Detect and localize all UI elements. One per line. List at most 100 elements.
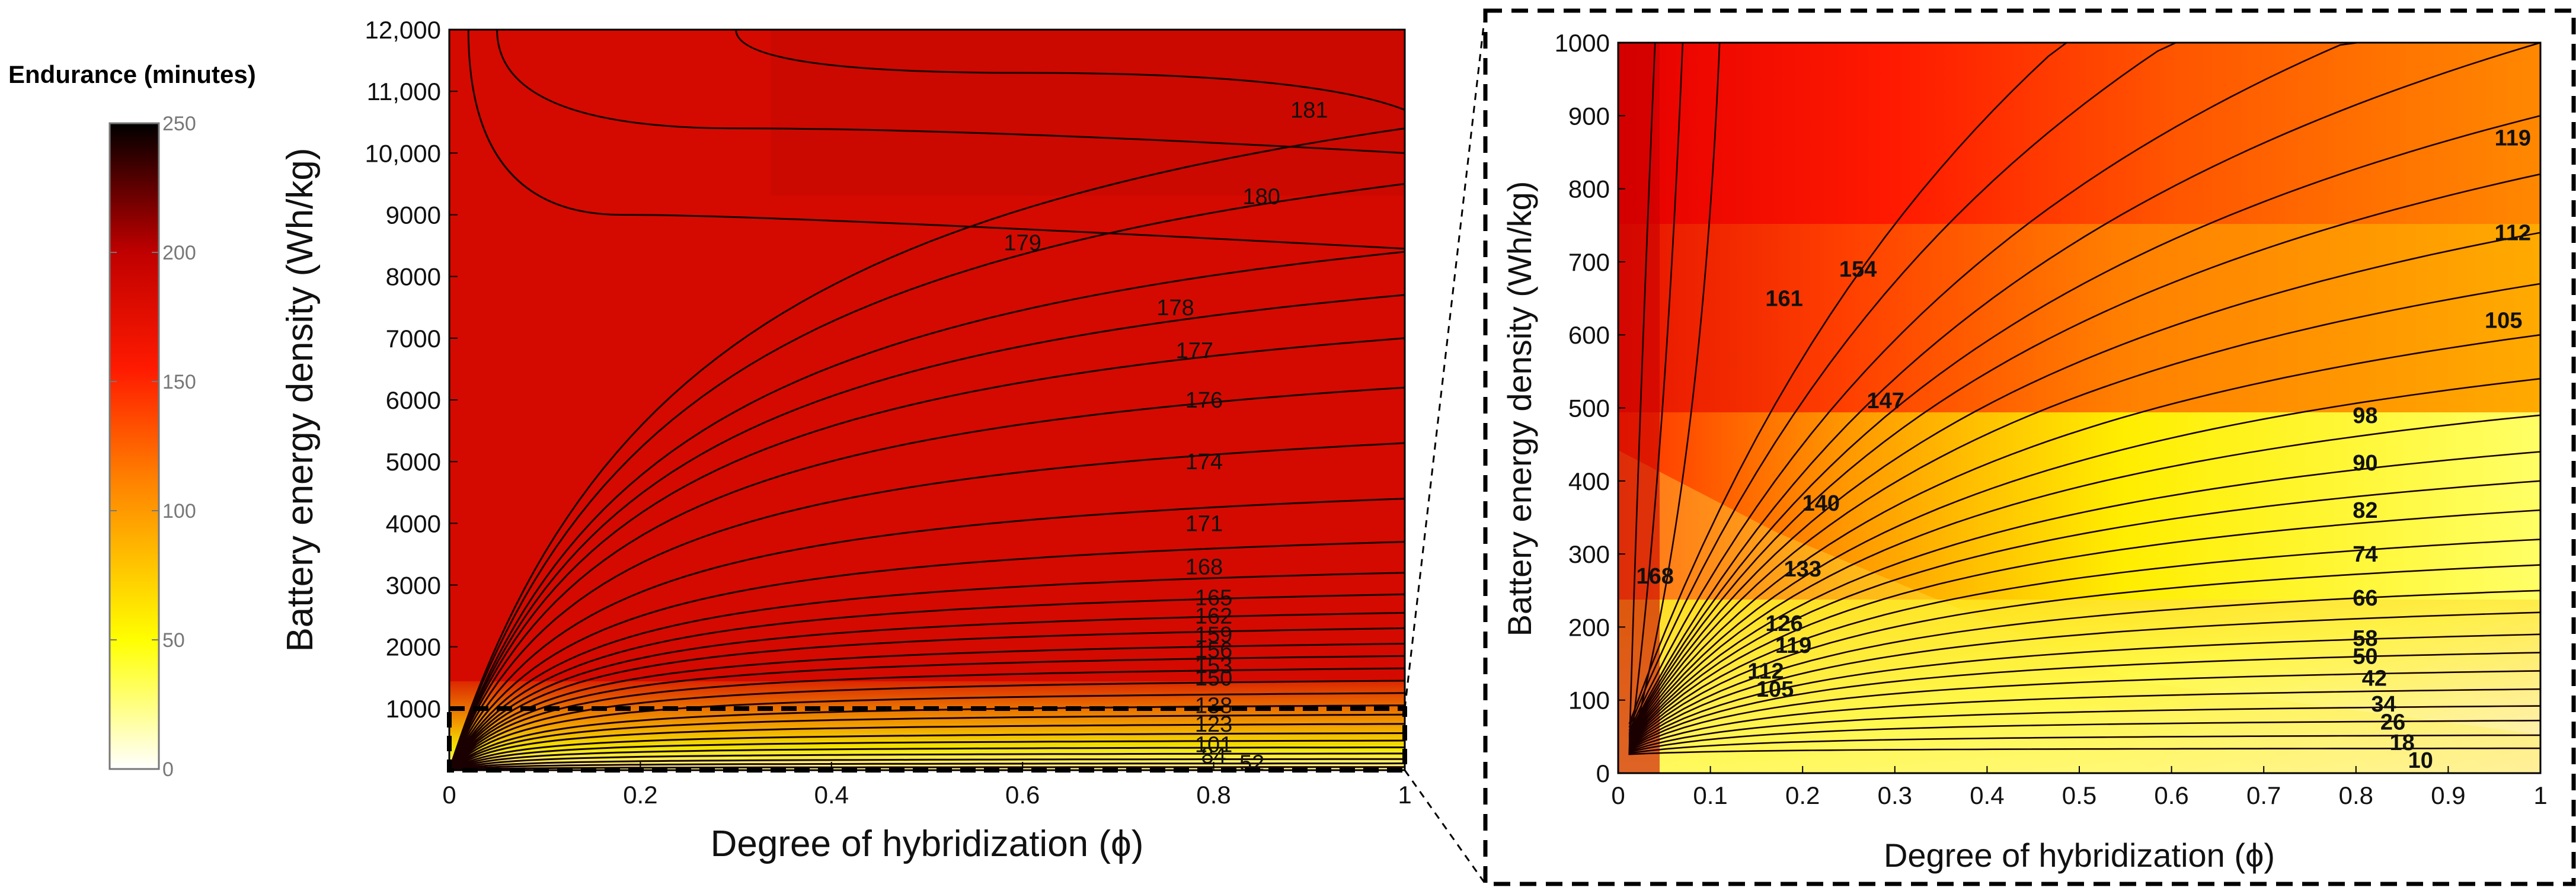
contour-label: 161 <box>1765 287 1802 312</box>
contour-label: 74 <box>2353 542 2377 567</box>
x-tick-label: 0 <box>1611 781 1625 809</box>
contour-line <box>1628 43 1684 755</box>
right-y-axis-label: Battery energy density (Wh/kg) <box>1501 181 1538 637</box>
contour-line <box>451 127 1405 762</box>
contour-label: 101 <box>1195 732 1232 757</box>
y-tick-label: 11,000 <box>367 78 441 105</box>
contour-label: 180 <box>1242 184 1280 209</box>
contour-line <box>451 692 1405 768</box>
contour-label: 178 <box>1156 296 1194 321</box>
contour-line <box>451 572 1405 766</box>
x-tick-label: 0.1 <box>1693 781 1727 809</box>
contour-label: 179 <box>1003 230 1041 255</box>
x-tick-label: 0.8 <box>1196 781 1231 809</box>
x-tick-label: 0.2 <box>1785 781 1820 809</box>
contour-label: 42 <box>2362 667 2387 691</box>
y-tick-label: 3000 <box>386 572 441 600</box>
contour-line <box>1628 539 2540 744</box>
y-tick-label: 7000 <box>386 325 441 353</box>
contour-line <box>1628 43 2540 733</box>
contour-line <box>452 752 1405 770</box>
y-tick-label: 6000 <box>386 386 441 414</box>
x-tick-label: 0.7 <box>2246 781 2281 809</box>
contour-line <box>1628 173 2540 736</box>
contour-line <box>451 667 1405 768</box>
contour-label: 26 <box>2380 710 2405 735</box>
contour-line <box>1629 670 2540 750</box>
contour-line <box>1628 414 2540 741</box>
x-tick-label: 0.8 <box>2339 781 2373 809</box>
left-x-ticks: 0 0.2 0.4 0.6 0.8 1 <box>442 762 1412 809</box>
contour-line <box>451 294 1405 763</box>
contour-line <box>451 337 1405 763</box>
contour-line <box>452 739 1405 770</box>
y-tick-label: 8000 <box>386 263 441 291</box>
colorbar-gradient <box>108 122 160 770</box>
x-tick-label: 0.4 <box>814 781 849 809</box>
contour-label: 133 <box>1784 557 1821 582</box>
contour-line <box>1628 43 2540 731</box>
contour-line <box>451 655 1405 767</box>
contour-line <box>1628 480 2540 742</box>
contour-line <box>451 251 1405 762</box>
y-tick-label: 2000 <box>386 633 441 661</box>
contour-label: 58 <box>2353 626 2377 651</box>
contour-line <box>1629 705 2540 752</box>
contour-line <box>452 746 1405 770</box>
colorbar: Endurance (minutes) 250 200 150 100 50 0 <box>8 60 256 781</box>
contour-line <box>1628 232 2540 737</box>
zoom-panel-frame <box>1483 8 2576 886</box>
contour-line <box>1629 652 2540 749</box>
right-contour-labels: 1681611541471401331261191121051191121059… <box>1637 126 2531 773</box>
colorbar-tick-label: 50 <box>162 629 185 652</box>
contour-label: 66 <box>2353 586 2377 611</box>
contour-label: 10 <box>2408 748 2433 773</box>
contour-line <box>1628 115 2540 735</box>
contour-label: 82 <box>2353 498 2377 523</box>
contour-line <box>1628 43 1656 755</box>
contour-label: 140 <box>1802 491 1840 516</box>
x-tick-label: 0 <box>442 781 456 809</box>
right-band-mid <box>1618 224 2540 412</box>
contour-label: 176 <box>1185 388 1223 413</box>
contour-label: 165 <box>1195 585 1232 610</box>
zoom-box <box>447 706 1407 773</box>
contour-line <box>1628 509 2540 744</box>
colorbar-tick-label: 200 <box>162 242 196 264</box>
y-tick-label: 700 <box>1568 248 1610 276</box>
contour-label: 150 <box>1195 666 1232 691</box>
contour-line <box>1628 564 2540 745</box>
x-tick-label: 0.4 <box>1970 781 2004 809</box>
x-tick-label: 1 <box>1398 781 1411 809</box>
contour-line <box>452 758 1405 770</box>
contour-line <box>1629 633 2540 748</box>
contour-label: 105 <box>1756 677 1794 702</box>
contour-line <box>451 541 1405 765</box>
contour-line <box>452 762 1405 770</box>
contour-label: 174 <box>1185 450 1223 475</box>
contour-line <box>452 732 1405 770</box>
left-y-axis-label: Battery energy density (Wh/kg) <box>280 148 321 652</box>
contour-label: 171 <box>1185 511 1223 536</box>
contour-label: 112 <box>1747 659 1784 684</box>
x-tick-label: 0.2 <box>623 781 657 809</box>
y-tick-label: 100 <box>1568 687 1610 714</box>
contour-line <box>451 442 1405 764</box>
y-tick-label: 12,000 <box>365 16 441 44</box>
contour-line <box>1628 334 2540 739</box>
contour-line <box>451 593 1405 766</box>
contour-line <box>451 627 1405 767</box>
colorbar-tick-label: 150 <box>162 371 196 393</box>
colorbar-ticks: 250 200 150 100 50 0 <box>110 113 196 781</box>
contour-label: 126 <box>1765 611 1802 636</box>
contour-line <box>451 386 1405 764</box>
contour-label: 18 <box>2389 730 2414 755</box>
contour-line <box>735 30 1405 111</box>
zoom-connector-top <box>1404 10 1487 709</box>
contour-line <box>1628 43 1721 755</box>
zoom-connector-bottom <box>1404 770 1487 885</box>
colorbar-title: Endurance (minutes) <box>8 60 256 88</box>
y-tick-label: 5000 <box>386 448 441 476</box>
x-tick-label: 1 <box>2533 781 2547 809</box>
contour-label: 34 <box>2371 692 2396 717</box>
